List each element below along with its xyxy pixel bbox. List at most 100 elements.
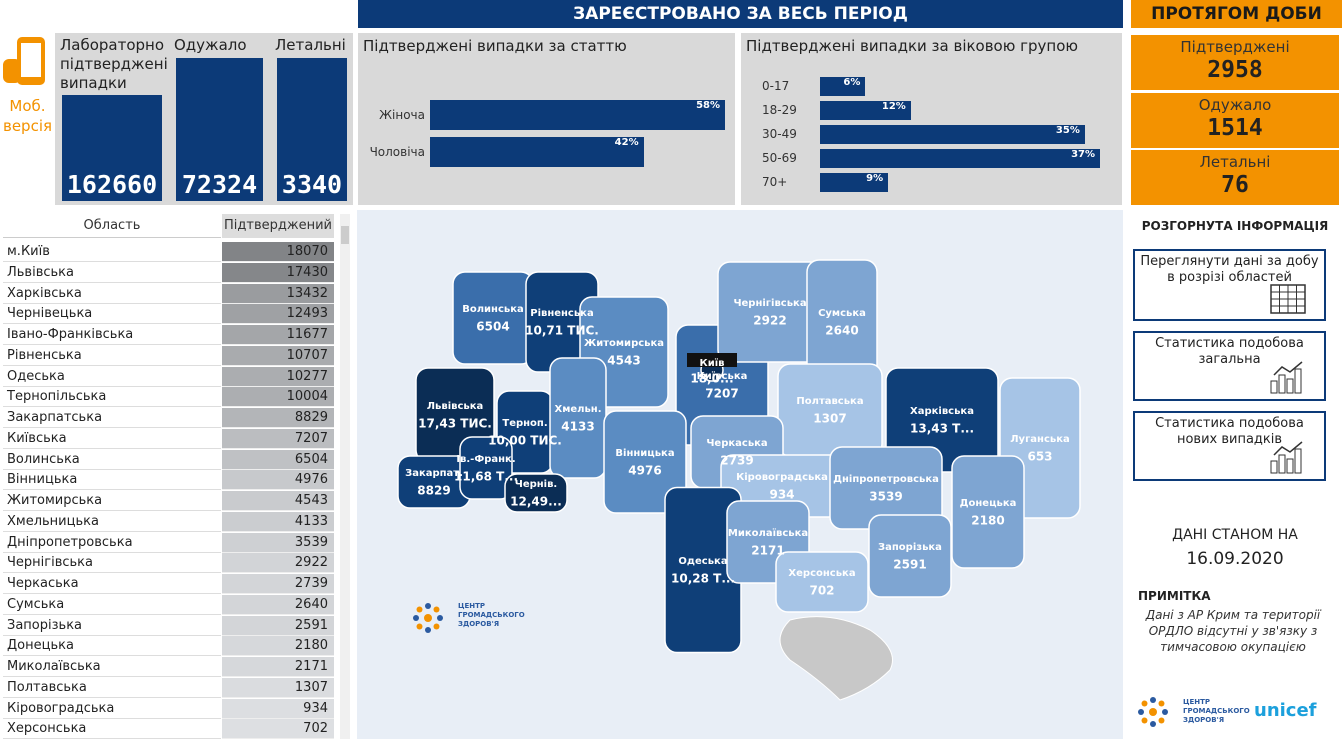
- logo-dot: [1141, 700, 1148, 707]
- value-label: 12%: [881, 101, 906, 112]
- daily-card: Одужало 1514: [1131, 92, 1339, 148]
- region-name: Чернівецька: [3, 304, 221, 325]
- region-value: 2171: [222, 657, 334, 677]
- region-value: 18,0...: [690, 372, 733, 386]
- region-value: 7207: [222, 428, 334, 449]
- region-value: 702: [222, 719, 334, 739]
- region-value: 3539: [869, 490, 902, 504]
- scrollbar[interactable]: [340, 214, 350, 739]
- logo-text: ЦЕНТР: [458, 602, 485, 610]
- button-icon: [1270, 441, 1303, 474]
- total-card: 162660: [62, 95, 162, 201]
- region-name: Запорізька: [3, 616, 221, 636]
- city-badge: [687, 353, 737, 367]
- region-name: Миколаївська: [3, 657, 221, 677]
- region-name: Одеська: [678, 556, 727, 567]
- button-text: Статистика подобова загальна: [1155, 336, 1304, 367]
- nav-button[interactable]: Переглянути дані за добу в розрізі облас…: [1133, 249, 1326, 321]
- daily-card: Летальні 76: [1131, 150, 1339, 205]
- chart-title: Підтверджені випадки за статтю: [363, 37, 627, 55]
- region-value: 2180: [222, 636, 334, 657]
- mobile-text: версія: [2, 117, 53, 135]
- region-name: Сумська: [3, 595, 221, 615]
- phone-hand: [3, 59, 21, 83]
- logo-dot: [416, 623, 423, 630]
- date-value: 16.09.2020: [1186, 549, 1284, 569]
- total-card: 3340: [277, 58, 347, 201]
- region-value: 702: [809, 584, 834, 598]
- region-value: 2922: [222, 553, 334, 574]
- logo-dot: [1150, 721, 1156, 727]
- logo-dot: [1158, 700, 1165, 707]
- icon-trend: [1273, 361, 1303, 376]
- mobile-link[interactable]: Моб. версія: [0, 33, 55, 143]
- daily-value: 2958: [1207, 57, 1263, 83]
- value-label: 6%: [843, 77, 861, 88]
- map-region: [504, 473, 568, 513]
- logo-text: ЦЕНТР: [1183, 698, 1210, 706]
- total-label: Лабораторно підтверджені випадки: [60, 36, 168, 92]
- logo-dot: [425, 603, 431, 609]
- table-header: Область: [3, 214, 221, 238]
- region-name: Херсонська: [788, 568, 855, 579]
- icon-bar: [1278, 454, 1286, 474]
- category-label: 30-49: [762, 127, 797, 141]
- category-label: 50-69: [762, 151, 797, 165]
- region-name: Київ: [700, 357, 725, 369]
- logo-dot: [413, 615, 419, 621]
- daily-value: 76: [1221, 172, 1249, 198]
- region-name: Тернопільська: [3, 387, 221, 408]
- region-value: 10707: [222, 345, 334, 366]
- region-name: Івано-Франківська: [3, 325, 221, 345]
- scroll-thumb[interactable]: [341, 226, 349, 244]
- region-name: Чернігівська: [3, 553, 221, 574]
- region-value: 4976: [222, 470, 334, 491]
- daily-title: ПРОТЯГОМ ДОБИ: [1131, 0, 1342, 28]
- logo-center: [1149, 708, 1157, 716]
- region-value: 12493: [222, 304, 334, 325]
- bar: 37%: [820, 149, 1100, 168]
- logo-dot: [1141, 717, 1148, 724]
- region-value: 12,49...: [510, 495, 562, 509]
- region-name: Рівненська: [530, 308, 593, 319]
- region-name: Дніпропетровська: [833, 474, 939, 485]
- region-name: Київська: [697, 370, 748, 382]
- map-region: [951, 455, 1025, 569]
- region-value: 2640: [825, 324, 858, 338]
- region-name: Донецька: [3, 636, 221, 657]
- button-icon: [1270, 284, 1306, 314]
- region-value: 2640: [222, 594, 334, 615]
- region-name: Одеська: [3, 367, 221, 387]
- region-value: 10004: [222, 387, 334, 408]
- phone-screen: [21, 43, 41, 77]
- region-name: Вінницька: [615, 448, 674, 459]
- region-value: 8829: [417, 484, 450, 498]
- region-name: Сумська: [818, 308, 866, 319]
- region-value: 18070: [222, 242, 334, 262]
- table-header: Підтверджений: [222, 214, 334, 238]
- table: Область Підтверджений м.Київ 18070 Львівська…: [0, 212, 353, 739]
- icon-bar: [1286, 458, 1294, 474]
- nav-button[interactable]: Статистика подобова нових випадків: [1133, 411, 1326, 481]
- region-name: Харківська: [3, 284, 221, 304]
- nav-button[interactable]: Статистика подобова загальна: [1133, 331, 1326, 401]
- region-value: 4976: [628, 464, 661, 478]
- total-value: 162660: [66, 170, 158, 199]
- map-region: [452, 271, 534, 365]
- logo-dot: [425, 627, 431, 633]
- logo-dot: [416, 606, 423, 613]
- category-label: 70+: [762, 175, 788, 189]
- total-label: Одужало: [174, 36, 247, 54]
- region-value: 10277: [222, 366, 334, 387]
- map-region: [775, 551, 869, 613]
- map-region: [868, 514, 952, 598]
- region-name: Волинська: [3, 450, 221, 470]
- region-name: Терноп.: [502, 418, 547, 429]
- region-value: 8829: [222, 408, 334, 428]
- icon-bar: [1278, 374, 1286, 394]
- daily-card: Підтверджені 2958: [1131, 35, 1339, 90]
- region-name: Хмельн.: [554, 404, 601, 415]
- region-name: Ів.-Франк.: [456, 454, 515, 465]
- logo-dot: [437, 615, 443, 621]
